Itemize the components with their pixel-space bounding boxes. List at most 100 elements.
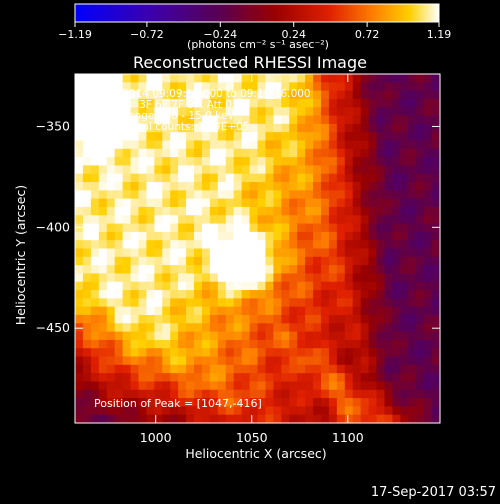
heatmap-cell — [201, 256, 211, 266]
heatmap-cell — [289, 339, 298, 349]
heatmap-cell — [297, 115, 306, 125]
heatmap-cell — [344, 281, 354, 291]
heatmap-cell — [281, 356, 290, 366]
heatmap-cell — [249, 223, 259, 233]
heatmap-cell — [106, 82, 116, 92]
heatmap-cell — [265, 398, 274, 407]
heatmap-cell — [75, 306, 84, 316]
heatmap-cell — [305, 356, 314, 366]
heatmap-cell — [344, 256, 354, 266]
heatmap-cell — [265, 306, 274, 316]
heatmap-cell — [186, 381, 195, 391]
heatmap-cell — [392, 314, 401, 324]
heatmap-cell — [384, 165, 393, 175]
heatmap-cell — [225, 173, 235, 183]
heatmap-cell — [384, 248, 393, 258]
heatmap-cell — [130, 215, 140, 225]
heatmap-cell — [146, 231, 155, 241]
heatmap-cell — [376, 223, 386, 233]
heatmap-cell — [313, 198, 322, 208]
heatmap-cell — [114, 215, 124, 225]
heatmap-cell — [313, 123, 322, 133]
heatmap-cell — [178, 373, 187, 383]
heatmap-cell — [98, 364, 108, 374]
heatmap-cell — [82, 364, 92, 374]
heatmap-cell — [178, 98, 187, 108]
heatmap-cell — [201, 248, 211, 258]
heatmap-cell — [344, 231, 354, 241]
heatmap-cell — [225, 331, 235, 341]
heatmap-cell — [368, 373, 378, 383]
heatmap-cell — [225, 123, 235, 133]
heatmap-cell — [154, 265, 163, 275]
heatmap-cell — [376, 256, 386, 266]
heatmap-cell — [217, 281, 227, 291]
heatmap-cell — [225, 406, 235, 416]
heatmap-cell — [82, 74, 92, 83]
heatmap-cell — [416, 281, 425, 291]
heatmap-cell — [281, 98, 290, 108]
heatmap-cell — [249, 281, 259, 291]
heatmap-cell — [122, 314, 132, 324]
heatmap-cell — [162, 314, 171, 324]
heatmap-cell — [313, 348, 322, 358]
heatmap-cell — [225, 273, 235, 283]
heatmap-cell — [408, 240, 417, 250]
heatmap-cell — [416, 339, 425, 349]
heatmap-cell — [249, 356, 259, 366]
heatmap-cell — [170, 107, 179, 117]
heatmap-cell — [336, 298, 346, 308]
heatmap-cell — [178, 414, 187, 424]
heatmap-cell — [257, 356, 267, 366]
heatmap-cell — [360, 74, 370, 83]
heatmap-cell — [170, 323, 179, 333]
heatmap-cell — [424, 281, 433, 291]
heatmap-cell — [130, 356, 140, 366]
heatmap-cell — [98, 74, 108, 83]
heatmap-cell — [328, 182, 338, 191]
heatmap-cell — [233, 240, 243, 250]
heatmap-cell — [106, 381, 116, 391]
heatmap-cell — [376, 339, 386, 349]
heatmap-cell — [217, 389, 227, 399]
heatmap-cell — [75, 265, 84, 275]
heatmap-cell — [130, 132, 140, 142]
heatmap-cell — [368, 148, 378, 158]
heatmap-cell — [225, 281, 235, 291]
heatmap-cell — [289, 281, 298, 291]
heatmap-cell — [432, 265, 441, 275]
heatmap-cell — [344, 206, 354, 216]
heatmap-cell — [432, 389, 441, 399]
heatmap-cell — [154, 323, 163, 333]
heatmap-cell — [328, 223, 338, 233]
heatmap-cell — [130, 190, 140, 200]
heatmap-cell — [194, 314, 203, 324]
heatmap-cell — [194, 381, 203, 391]
heatmap-cell — [130, 107, 140, 117]
heatmap-cell — [376, 198, 386, 208]
heatmap-cell — [233, 74, 243, 83]
heatmap-cell — [416, 314, 425, 324]
heatmap-cell — [360, 231, 370, 241]
heatmap-cell — [297, 140, 306, 150]
heatmap-cell — [162, 356, 171, 366]
heatmap-cell — [122, 398, 132, 407]
heatmap-cell — [75, 90, 84, 100]
heatmap-cell — [257, 90, 267, 100]
heatmap-cell — [122, 165, 132, 175]
heatmap-cell — [313, 157, 322, 167]
heatmap-cell — [154, 398, 163, 407]
heatmap-cell — [98, 165, 108, 175]
heatmap-cell — [400, 132, 409, 142]
heatmap-cell — [249, 231, 259, 241]
heatmap-cell — [352, 381, 362, 391]
heatmap-cell — [154, 132, 163, 142]
heatmap-cell — [416, 356, 425, 366]
heatmap-cell — [313, 331, 322, 341]
heatmap-cell — [225, 148, 235, 158]
heatmap-cell — [344, 323, 354, 333]
heatmap-cell — [416, 140, 425, 150]
heatmap-cell — [360, 132, 370, 142]
heatmap-cell — [289, 74, 298, 83]
heatmap-cell — [122, 306, 132, 316]
